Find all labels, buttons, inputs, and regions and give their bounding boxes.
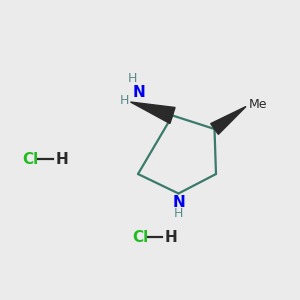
Text: H: H — [56, 152, 68, 166]
Text: H: H — [127, 73, 137, 85]
Text: N: N — [133, 85, 146, 100]
Text: H: H — [165, 230, 178, 244]
Text: Me: Me — [248, 98, 267, 112]
Polygon shape — [211, 106, 246, 134]
Text: N: N — [172, 195, 185, 210]
Text: H: H — [174, 207, 183, 220]
Text: H: H — [120, 94, 129, 107]
Text: Cl: Cl — [132, 230, 148, 244]
Polygon shape — [130, 102, 175, 124]
Text: Cl: Cl — [22, 152, 39, 166]
